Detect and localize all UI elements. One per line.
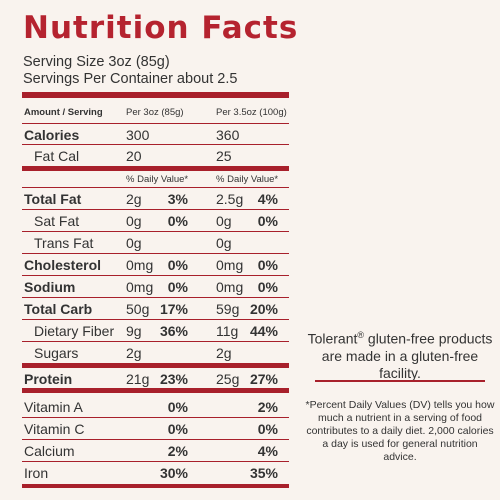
nutrient-dv-per-3-5oz: 4%: [257, 191, 278, 207]
fat-cal-label: Fat Cal: [34, 148, 80, 164]
nutrient-label: Protein: [24, 371, 73, 387]
vitamin-label: Calcium: [24, 443, 75, 459]
row-divider: [22, 439, 289, 440]
nutrient-amount-per-3-5oz: 0g: [216, 213, 232, 229]
nutrient-amount-per-3-5oz: 2g: [216, 345, 232, 361]
vitamin-label: Vitamin C: [24, 421, 85, 437]
page-title: Nutrition Facts: [23, 10, 299, 46]
column-per-3-5oz-label: Per 3.5oz (100g): [216, 107, 287, 118]
gluten-free-claim: Tolerant® gluten-free products are made …: [305, 327, 495, 382]
section-bar: [22, 388, 289, 393]
nutrient-dv-per-3-5oz: 44%: [249, 323, 278, 339]
section-bar: [22, 363, 289, 368]
nutrient-label: Cholesterol: [24, 257, 102, 273]
brand-name: Tolerant: [307, 330, 358, 347]
column-amount-label: Amount / Serving: [24, 107, 103, 118]
nutrient-label: Sat Fat: [34, 213, 80, 229]
vitamin-dv-per-3oz: 0%: [167, 399, 188, 415]
nutrient-dv-per-3-5oz: 0%: [257, 257, 278, 273]
nutrient-label: Sugars: [34, 345, 79, 361]
vitamin-label: Vitamin A: [24, 399, 83, 415]
nutrient-dv-per-3oz: 3%: [167, 191, 188, 207]
row-divider: [22, 417, 289, 418]
row-divider: [22, 209, 289, 210]
vitamin-dv-per-3-5oz: 35%: [249, 465, 278, 481]
fat-cal-per-3-5oz: 25: [216, 148, 232, 164]
nutrient-dv-per-3oz: 17%: [159, 301, 188, 317]
nutrient-amount-per-3oz: 0mg: [126, 279, 154, 295]
nutrient-amount-per-3oz: 21g: [126, 371, 150, 387]
nutrient-amount-per-3-5oz: 0g: [216, 235, 232, 251]
nutrient-label: Dietary Fiber: [34, 323, 115, 339]
section-bar: [22, 484, 289, 488]
nutrient-dv-per-3oz: 0%: [167, 213, 188, 229]
side-divider: [315, 380, 485, 382]
registered-mark: ®: [357, 330, 365, 340]
row-divider: [22, 297, 289, 298]
vitamin-dv-per-3oz: 0%: [167, 421, 188, 437]
row-divider: [22, 461, 289, 462]
row-divider: [22, 319, 289, 320]
nutrient-dv-per-3oz: 0%: [167, 279, 188, 295]
vitamin-dv-per-3oz: 30%: [159, 465, 188, 481]
row-divider: [22, 144, 289, 145]
nutrient-dv-per-3-5oz: 20%: [249, 301, 278, 317]
row-divider: [22, 253, 289, 254]
vitamin-dv-per-3-5oz: 2%: [257, 399, 278, 415]
nutrient-label: Total Carb: [24, 301, 93, 317]
calories-label: Calories: [24, 127, 80, 143]
row-divider: [22, 123, 289, 124]
nutrient-dv-per-3oz: 0%: [167, 257, 188, 273]
claim-text: gluten-free products are made in a glute…: [321, 330, 493, 381]
servings-per-container: Servings Per Container about 2.5: [23, 71, 238, 87]
nutrient-amount-per-3oz: 0g: [126, 213, 142, 229]
calories-per-3oz: 300: [126, 127, 150, 143]
nutrient-amount-per-3-5oz: 59g: [216, 301, 240, 317]
nutrient-amount-per-3-5oz: 25g: [216, 371, 240, 387]
nutrient-dv-per-3-5oz: 0%: [257, 279, 278, 295]
nutrient-dv-per-3oz: 23%: [159, 371, 188, 387]
nutrient-amount-per-3-5oz: 11g: [216, 323, 239, 339]
vitamin-dv-per-3-5oz: 0%: [257, 421, 278, 437]
row-divider: [22, 231, 289, 232]
nutrient-amount-per-3oz: 9g: [126, 323, 142, 339]
nutrient-amount-per-3-5oz: 2.5g: [216, 191, 244, 207]
header-bar: [22, 92, 289, 98]
vitamin-dv-per-3oz: 2%: [167, 443, 188, 459]
nutrient-dv-per-3-5oz: 27%: [249, 371, 278, 387]
nutrient-amount-per-3oz: 0mg: [126, 257, 154, 273]
section-bar: [22, 166, 289, 171]
nutrient-amount-per-3-5oz: 0mg: [216, 257, 244, 273]
row-divider: [22, 275, 289, 276]
nutrient-dv-per-3oz: 36%: [159, 323, 188, 339]
nutrient-dv-per-3-5oz: 0%: [257, 213, 278, 229]
serving-size: Serving Size 3oz (85g): [23, 54, 170, 70]
nutrient-amount-per-3oz: 2g: [126, 191, 142, 207]
fat-cal-per-3oz: 20: [126, 148, 142, 164]
vitamin-dv-per-3-5oz: 4%: [257, 443, 278, 459]
nutrient-amount-per-3oz: 2g: [126, 345, 142, 361]
nutrient-label: Sodium: [24, 279, 76, 295]
dv-header-per-3-5oz: % Daily Value*: [216, 174, 279, 185]
daily-value-footnote: *Percent Daily Values (DV) tells you how…: [305, 399, 495, 463]
column-per-3oz-label: Per 3oz (85g): [126, 107, 184, 118]
nutrient-amount-per-3oz: 0g: [126, 235, 142, 251]
nutrient-label: Trans Fat: [34, 235, 94, 251]
calories-per-3-5oz: 360: [216, 127, 240, 143]
vitamin-label: Iron: [24, 465, 49, 481]
row-divider: [22, 187, 289, 188]
nutrient-amount-per-3-5oz: 0mg: [216, 279, 244, 295]
dv-header-per-3oz: % Daily Value*: [126, 174, 189, 185]
nutrient-amount-per-3oz: 50g: [126, 301, 150, 317]
nutrient-label: Total Fat: [24, 191, 82, 207]
row-divider: [22, 341, 289, 342]
